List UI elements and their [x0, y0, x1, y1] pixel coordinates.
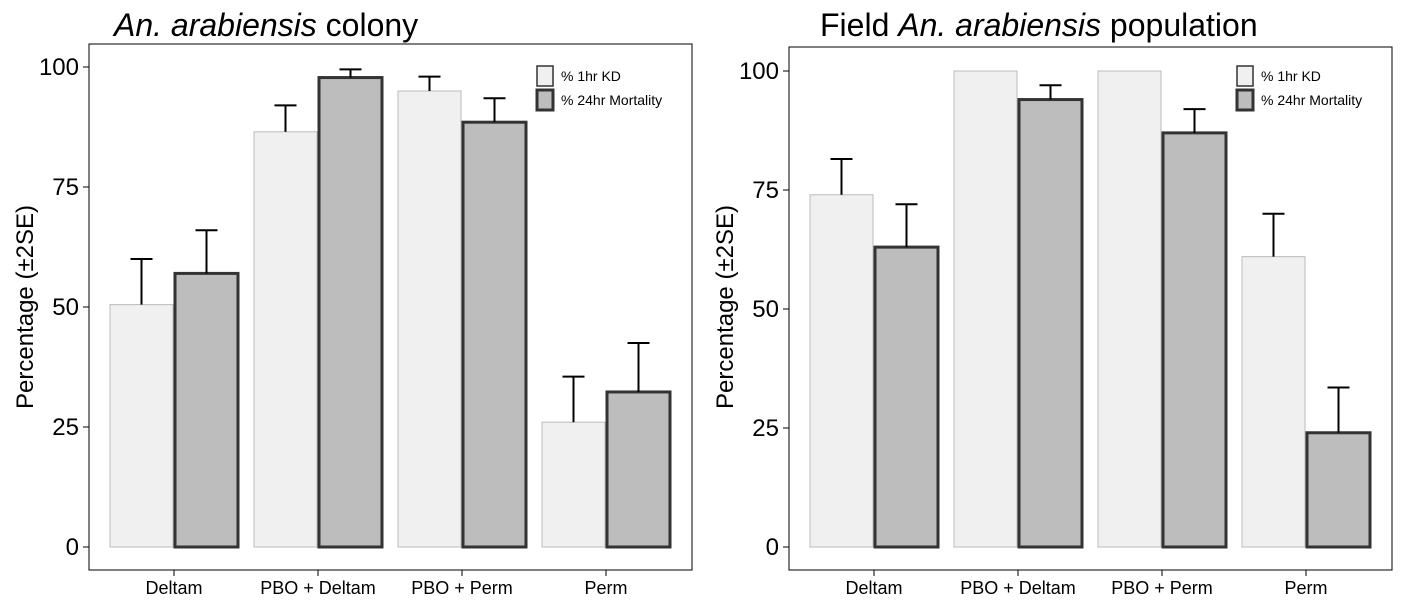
- y-tick-label: 25: [52, 414, 79, 441]
- bar-kd: [1097, 70, 1162, 548]
- legend-label-mortality: % 24hr Mortality: [1261, 92, 1362, 108]
- bar-mortality: [173, 271, 240, 549]
- x-tick-label: Perm: [584, 578, 627, 598]
- bar-kd: [1241, 256, 1306, 548]
- bar-mortality: [873, 245, 940, 549]
- bar-mortality: [461, 120, 528, 549]
- x-tick-label: Deltam: [145, 578, 202, 598]
- x-axis: Deltam PBO + Deltam PBO + Perm Perm: [845, 570, 1328, 598]
- legend-swatch-kd: [1236, 65, 1254, 87]
- x-tick-label: PBO + Deltam: [960, 578, 1076, 598]
- title-part: population: [1101, 7, 1258, 43]
- title-part: colony: [317, 7, 418, 43]
- panel-field: Field An. arabiensis population Percenta…: [712, 7, 1393, 598]
- title-part: An. arabiensis: [896, 7, 1101, 43]
- legend-label-mortality: % 24hr Mortality: [561, 92, 662, 108]
- bar-kd: [397, 90, 462, 548]
- x-tick-label: PBO + Perm: [411, 578, 513, 598]
- y-tick-label: 75: [52, 174, 79, 201]
- y-axis: 0 25 50 75 100: [39, 54, 89, 561]
- chart-title: An. arabiensis colony: [112, 7, 418, 43]
- bar-kd: [809, 194, 874, 548]
- title-part: Field: [820, 7, 898, 43]
- bar-kd: [953, 70, 1018, 548]
- legend-swatch-mortality: [1235, 88, 1255, 112]
- y-tick-label: 50: [52, 294, 79, 321]
- bar-mortality: [1305, 431, 1372, 549]
- panel-colony: An. arabiensis colony Percentage (±2SE) …: [12, 7, 693, 598]
- bar-mortality: [1017, 98, 1084, 549]
- y-tick-label: 100: [39, 54, 79, 81]
- x-axis: Deltam PBO + Deltam PBO + Perm Perm: [145, 570, 628, 598]
- legend-swatch-kd: [536, 65, 554, 87]
- y-tick-label: 0: [66, 534, 79, 561]
- y-tick-label: 75: [752, 177, 779, 204]
- y-axis-label: Percentage (±2SE): [12, 205, 39, 409]
- bar-kd: [541, 421, 606, 548]
- bar-kd: [109, 304, 174, 548]
- legend: % 1hr KD % 24hr Mortality: [535, 65, 662, 112]
- bar-mortality: [605, 390, 672, 549]
- x-tick-label: PBO + Deltam: [260, 578, 376, 598]
- y-tick-label: 25: [752, 415, 779, 442]
- x-tick-label: Deltam: [845, 578, 902, 598]
- y-axis: 0 25 50 75 100: [739, 58, 789, 561]
- y-tick-label: 0: [766, 534, 779, 561]
- bars: [809, 70, 1372, 549]
- error-bars: [130, 68, 650, 423]
- bars: [109, 76, 672, 549]
- y-tick-label: 100: [739, 58, 779, 85]
- y-axis-label: Percentage (±2SE): [712, 205, 739, 409]
- x-tick-label: Perm: [1284, 578, 1327, 598]
- chart-title: Field An. arabiensis population: [820, 7, 1258, 43]
- legend-swatch-mortality: [535, 88, 555, 112]
- x-tick-label: PBO + Perm: [1111, 578, 1213, 598]
- legend-label-kd: % 1hr KD: [1261, 68, 1321, 84]
- bar-kd: [253, 131, 318, 548]
- y-tick-label: 50: [752, 296, 779, 323]
- legend: % 1hr KD % 24hr Mortality: [1235, 65, 1362, 112]
- legend-label-kd: % 1hr KD: [561, 68, 621, 84]
- bar-mortality: [1161, 131, 1228, 549]
- error-bars: [830, 84, 1350, 433]
- bar-mortality: [317, 76, 384, 549]
- title-part: An. arabiensis: [112, 7, 317, 43]
